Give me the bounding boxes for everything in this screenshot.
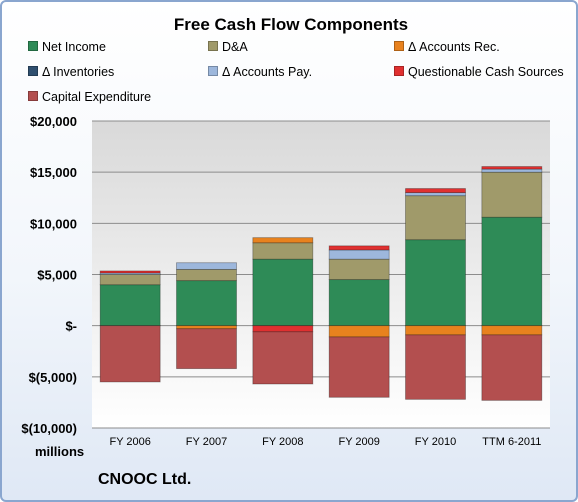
bar-segment [481,216,543,327]
bar-segment [405,188,466,194]
y-tick-label: $15,000 [30,165,77,180]
bar-segment [405,325,466,336]
legend-swatch [394,66,404,76]
chart-legend: Net Income D&A Δ Accounts Rec. Δ Inventorie… [2,2,576,112]
legend-item: D&A [208,40,248,54]
bar-segment [99,274,161,286]
y-tick-label: $5,000 [37,268,77,283]
bar-segment [328,249,390,260]
legend-item: Questionable Cash Sources [394,65,564,79]
y-tick-label: $20,000 [30,114,77,129]
legend-label: D&A [222,40,248,54]
legend-label: Questionable Cash Sources [408,65,564,79]
bar-segment [252,331,314,385]
legend-label: Net Income [42,40,106,54]
x-tick-label: TTM 6-2011 [482,436,541,448]
bar-segment [481,334,543,401]
legend-item: Capital Expenditure [28,90,151,104]
bar-segment [99,284,161,327]
bar-segment [176,325,237,330]
bar-segment [405,334,466,400]
legend-item: Net Income [28,40,106,54]
bar-segment [328,279,390,327]
legend-item: Δ Inventories [28,65,114,79]
legend-swatch [28,66,38,76]
bar-segment [252,258,314,327]
bar-segment [328,336,390,398]
x-tick-label: FY 2007 [186,436,227,448]
bar-segment [252,325,314,333]
bar-segment [481,171,543,218]
legend-swatch [208,41,218,51]
x-tick-label: FY 2009 [338,436,379,448]
bar-segment [176,328,237,370]
bar-segment [99,270,161,274]
legend-swatch [28,91,38,101]
x-tick-label: FY 2010 [415,436,456,448]
y-tick-label: $- [65,319,77,334]
legend-swatch [28,41,38,51]
legend-label: Δ Accounts Rec. [408,40,500,54]
legend-swatch [208,66,218,76]
bar-segment [405,192,466,197]
legend-label: Capital Expenditure [42,90,152,104]
company-name: CNOOC Ltd. [98,471,192,488]
bar-segment [328,325,390,338]
bar-segment [328,245,390,251]
legend-label: Δ Accounts Pay. [222,65,313,79]
chart-title: Free Cash Flow Components [173,15,409,34]
legend-label: Δ Inventories [42,65,115,79]
bar-segment [99,325,161,383]
x-tick-label: FY 2008 [262,436,303,448]
bar-segment [176,280,237,327]
y-tick-label: $10,000 [30,216,77,231]
legend-swatch [394,41,404,51]
bar-segment [252,237,314,244]
y-tick-label: $(10,000) [21,421,77,436]
x-tick-label: FY 2006 [109,436,150,448]
bar-segment [328,258,390,281]
bar-segment [405,195,466,241]
bar-segment [252,242,314,260]
bar-segment [176,262,237,270]
bar-segment [481,325,543,336]
bar-segment [481,168,543,173]
legend-item: Δ Accounts Pay. [208,65,312,79]
y-axis-units: millions [35,444,85,459]
bar-segment [481,166,543,170]
legend-item: Δ Accounts Rec. [394,40,500,54]
y-tick-label: $(5,000) [29,370,77,385]
bar-segment [176,268,237,282]
bar-segment [405,239,466,327]
